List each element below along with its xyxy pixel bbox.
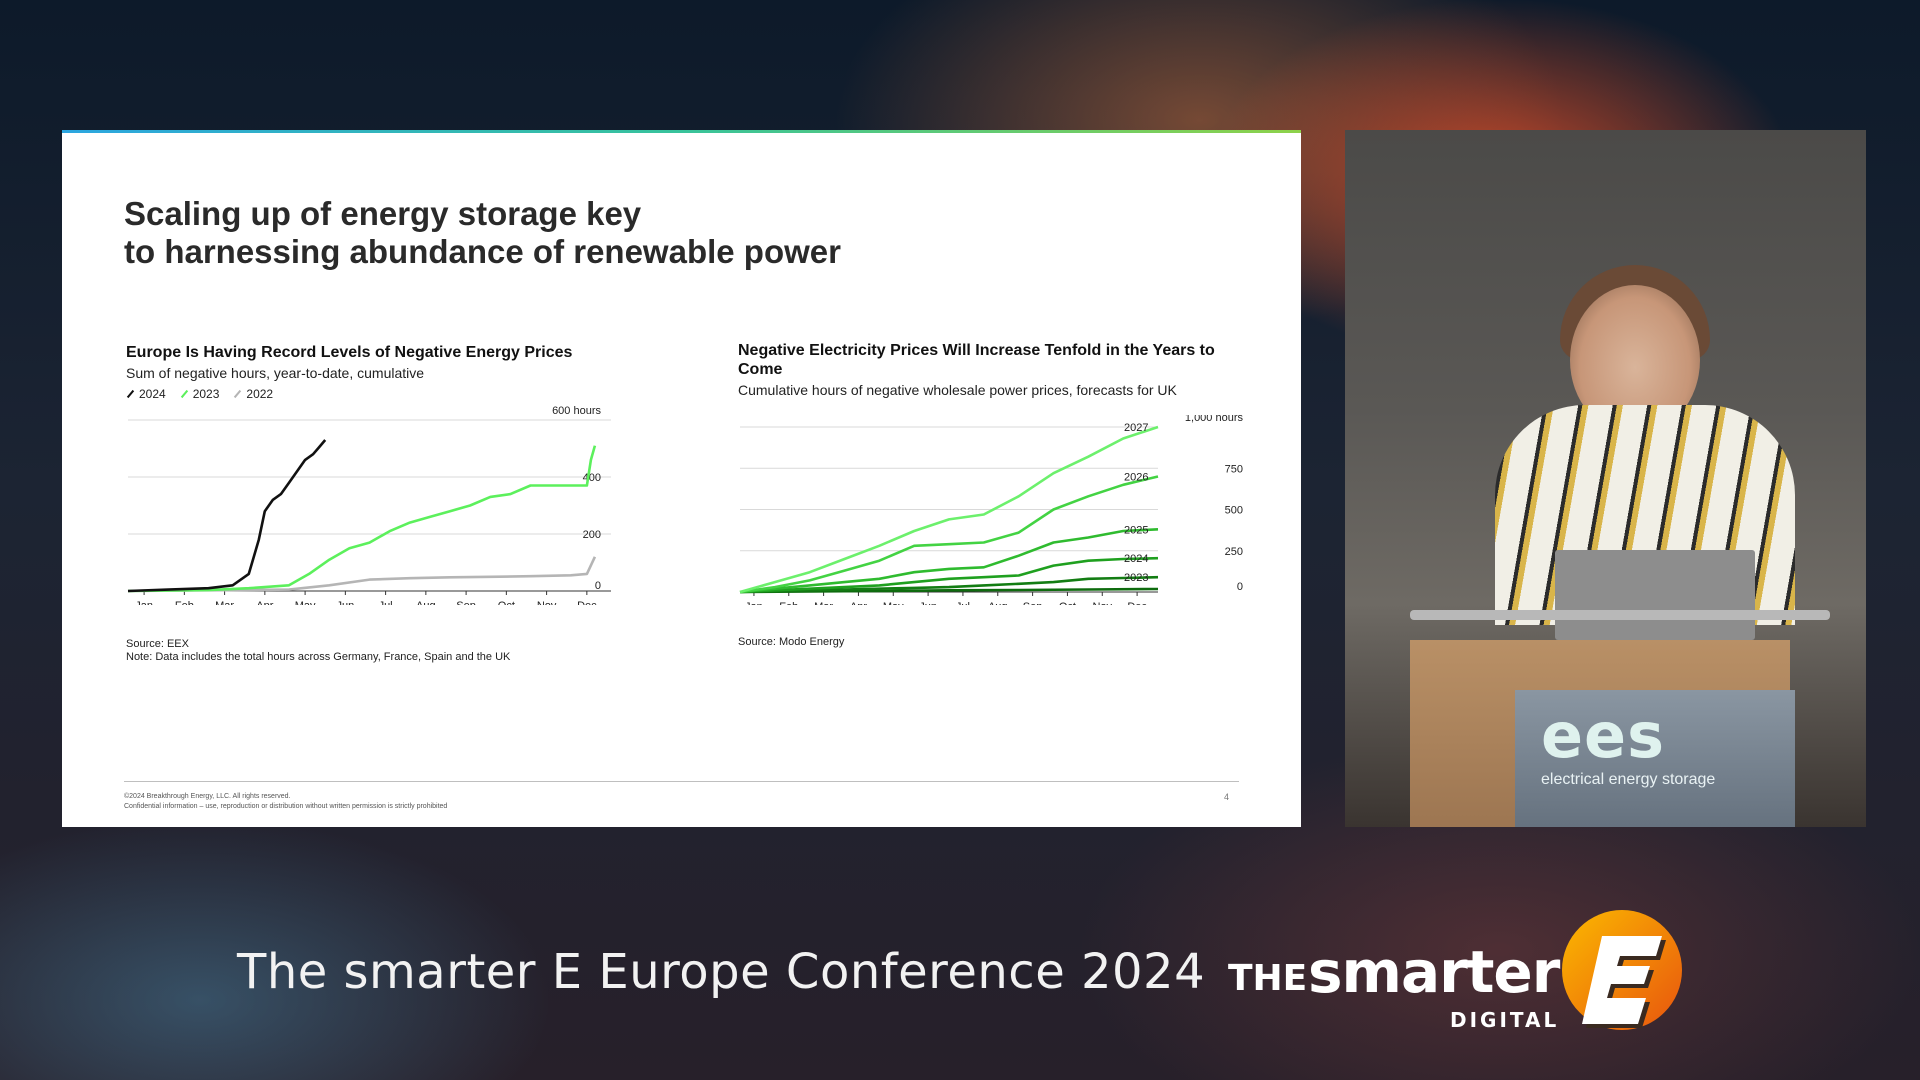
x-tick-label: Mar <box>215 600 234 605</box>
legend-item-2023: 2023 <box>180 387 220 401</box>
legend-swatch <box>180 389 188 399</box>
chart-1-title: Europe Is Having Record Levels of Negati… <box>126 344 573 361</box>
conference-title: The smarter E Europe Conference 2024 <box>237 944 1206 1000</box>
series-line-2022 <box>127 556 597 593</box>
footer-legal: ©2024 Breakthrough Energy, LLC. All righ… <box>124 792 447 812</box>
slide-accent-bar <box>62 130 1301 133</box>
x-tick-label: Aug <box>988 601 1008 605</box>
y-unit-label: 600 hours <box>552 405 601 417</box>
x-tick-label: Mar <box>814 601 833 605</box>
series-line-2023 <box>127 445 597 593</box>
series-label: 2026 <box>1124 472 1148 484</box>
series-label: 2024 <box>1124 553 1148 565</box>
legend-item-2024: 2024 <box>126 387 166 401</box>
x-tick-label: Jan <box>135 600 153 605</box>
brand-digital: DIGITAL <box>1450 1008 1560 1032</box>
legend-label: 2022 <box>246 387 274 401</box>
chart-2-subtitle: Cumulative hours of negative wholesale p… <box>738 382 1177 398</box>
legend-label: 2023 <box>192 387 220 401</box>
legend-label: 2024 <box>139 387 166 401</box>
x-tick-label: Apr <box>256 600 273 605</box>
brand-smarter: smarter <box>1308 938 1560 1006</box>
chart-2-plot: 0 250 500 750 1,000 hours Jan Feb Mar Apr May Jun J… <box>739 415 1244 605</box>
slide-title: Scaling up of energy storage key to harn… <box>124 195 1024 271</box>
chart-2-source: Source: Modo Energy <box>738 636 845 648</box>
x-tick-label: Jul <box>379 600 393 605</box>
y-tick-label: 400 <box>583 472 601 484</box>
y-tick-label: 500 <box>1225 505 1243 517</box>
chart-1-subtitle: Sum of negative hours, year-to-date, cum… <box>126 365 425 381</box>
legend-swatch <box>126 389 135 399</box>
legend-item-2022: 2022 <box>233 387 273 401</box>
y-tick-label: 0 <box>1237 581 1243 593</box>
x-tick-label: Dec <box>1127 601 1147 605</box>
x-tick-label: May <box>883 601 904 605</box>
chart-1-note: Note: Data includes the total hours acro… <box>126 651 511 663</box>
podium-panel <box>1515 690 1795 827</box>
footer-copyright: ©2024 Breakthrough Energy, LLC. All righ… <box>124 793 291 800</box>
x-tick-label: Aug <box>416 600 436 605</box>
y-tick-label: 750 <box>1225 463 1243 475</box>
y-tick-label: 200 <box>583 529 601 541</box>
footer-divider <box>124 781 1239 782</box>
slide-title-line-2: to harnessing abundance of renewable pow… <box>124 233 841 270</box>
series-line-2024 <box>127 439 327 593</box>
series-label: 2023 <box>1124 572 1148 584</box>
series-label: 2027 <box>1124 422 1148 434</box>
chart-2-title: Negative Electricity Prices Will Increas… <box>738 342 1215 378</box>
series-line-2027 <box>739 425 1159 594</box>
x-tick-label: Feb <box>175 600 194 605</box>
x-tick-label: May <box>295 600 316 605</box>
laptop <box>1555 550 1755 640</box>
footer-confidential: Confidential information – use, reproduc… <box>124 803 448 810</box>
ees-logo: ees electrical energy storage <box>1541 705 1715 789</box>
speaker-video: ees electrical energy storage <box>1345 130 1866 827</box>
ees-logo-text: electrical energy storage <box>1541 771 1716 788</box>
podium-rail <box>1410 610 1830 620</box>
y-tick-label: 0 <box>595 580 601 592</box>
x-tick-label: Nov <box>1092 601 1112 605</box>
smarter-e-icon <box>1562 910 1682 1030</box>
x-tick-label: Sep <box>1023 601 1043 605</box>
x-tick-label: Sep <box>456 600 476 605</box>
series-line-2026 <box>739 475 1159 594</box>
chart-1-header: Europe Is Having Record Levels of Negati… <box>126 343 686 401</box>
x-tick-label: Jan <box>745 601 763 605</box>
ees-logo-mark: ees <box>1541 699 1666 772</box>
presentation-slide: Scaling up of energy storage key to harn… <box>62 130 1301 827</box>
series-line-2023 <box>739 575 1159 594</box>
y-tick-label: 250 <box>1225 546 1243 558</box>
x-tick-label: Jun <box>336 600 354 605</box>
x-tick-label: Oct <box>498 600 515 605</box>
x-tick-label: Feb <box>779 601 798 605</box>
x-tick-label: Nov <box>537 600 557 605</box>
page-number: 4 <box>1224 792 1230 802</box>
y-unit-label: 1,000 hours <box>1185 415 1244 424</box>
chart-1-plot: 0 200 400 600 hours Jan Feb Mar Apr May Jun Jul Aug… <box>127 405 611 605</box>
chart-1-source: Source: EEX <box>126 638 189 650</box>
legend-swatch <box>234 389 242 399</box>
brand-the: THE <box>1228 958 1308 999</box>
chart-1-legend: 2024 2023 2022 <box>126 387 686 401</box>
x-tick-label: Jul <box>956 601 970 605</box>
slide-title-line-1: Scaling up of energy storage key <box>124 195 642 232</box>
x-tick-label: Dec <box>577 600 597 605</box>
x-tick-label: Apr <box>850 601 867 605</box>
series-label: 2025 <box>1124 524 1148 536</box>
series-line-2025 <box>739 528 1159 594</box>
series-line-2024 <box>739 556 1159 594</box>
chart-2-header: Negative Electricity Prices Will Increas… <box>738 341 1258 399</box>
x-tick-label: Oct <box>1059 601 1076 605</box>
x-tick-label: Jun <box>919 601 937 605</box>
